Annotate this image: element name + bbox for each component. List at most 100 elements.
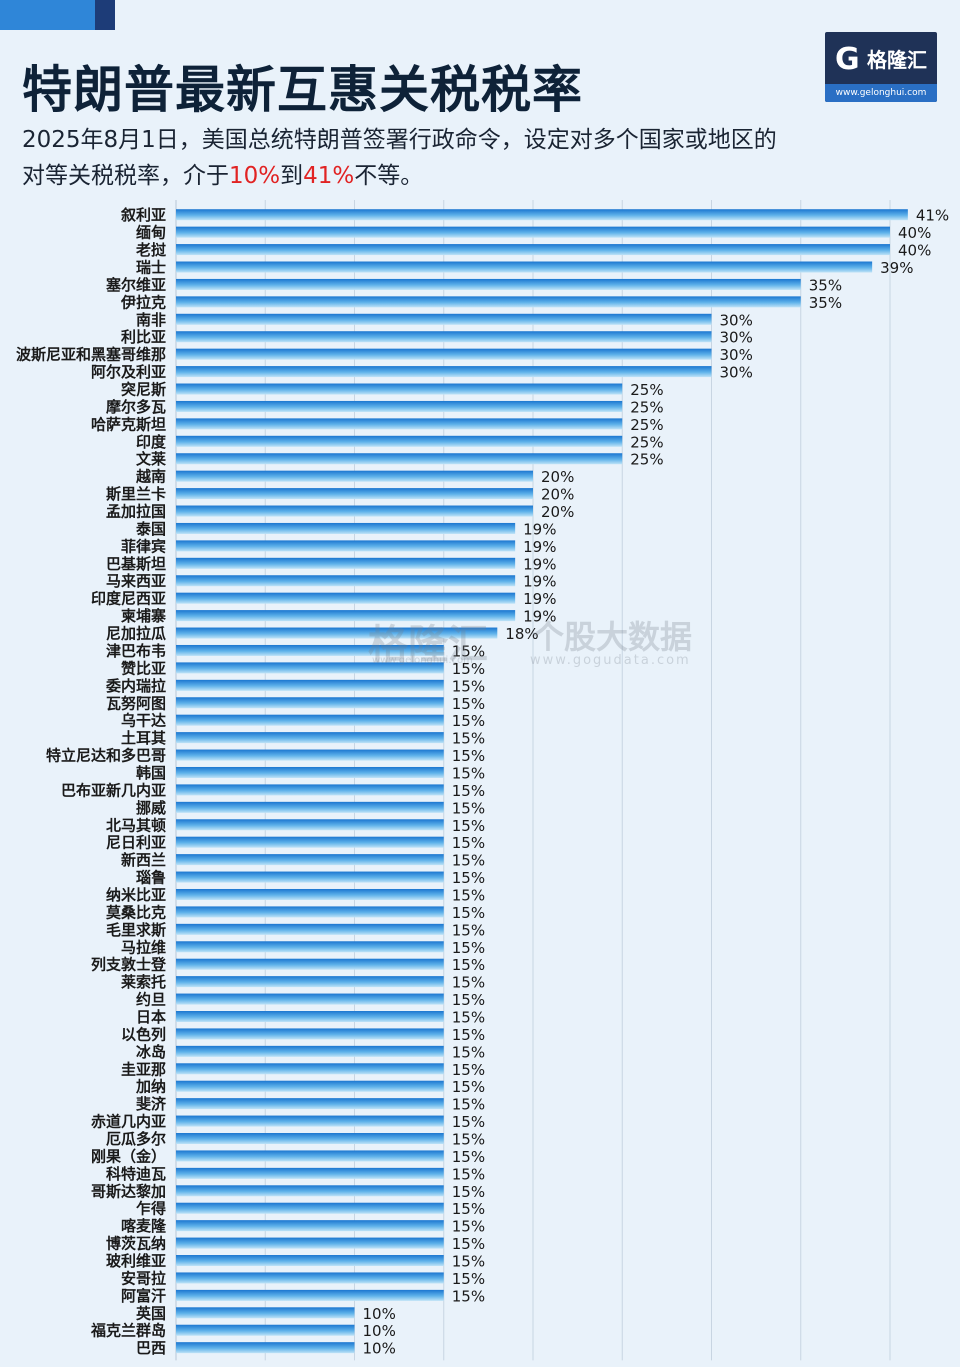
value-label: 25% (630, 433, 663, 451)
category-label: 赤道几内亚 (91, 1113, 166, 1131)
bar (176, 592, 516, 604)
bar (176, 366, 712, 378)
bar (176, 1324, 355, 1336)
category-label: 瓦努阿图 (106, 694, 166, 712)
value-label: 15% (452, 921, 485, 939)
bar (176, 453, 623, 465)
bar (176, 871, 444, 883)
category-label: 尼日利亚 (106, 834, 166, 852)
category-label: 刚果（金） (91, 1147, 166, 1165)
category-label: 毛里求斯 (106, 921, 166, 939)
bar (176, 714, 444, 726)
value-label: 30% (720, 329, 753, 347)
category-label: 瑞士 (136, 259, 166, 277)
value-label: 20% (541, 503, 574, 521)
category-label: 安哥拉 (121, 1269, 166, 1287)
category-label: 缅甸 (136, 224, 166, 242)
category-label: 冰岛 (136, 1043, 166, 1061)
value-label: 15% (452, 904, 485, 922)
category-label: 莫桑比克 (106, 903, 166, 921)
bar (176, 679, 444, 691)
bar (176, 1010, 444, 1022)
category-label: 印度 (136, 433, 167, 451)
value-label: 15% (452, 1113, 485, 1131)
category-label: 乌干达 (121, 712, 166, 730)
category-label: 南非 (136, 311, 166, 329)
value-label: 15% (452, 782, 485, 800)
category-label: 纳米比亚 (106, 886, 166, 904)
category-label: 柬埔寨 (121, 607, 166, 625)
value-label: 15% (452, 1008, 485, 1026)
bar (176, 540, 516, 552)
category-label: 越南 (135, 468, 166, 486)
value-label: 15% (452, 817, 485, 835)
bar (176, 888, 444, 900)
value-label: 25% (630, 416, 663, 434)
category-label: 老挝 (135, 241, 167, 259)
description-line-2: 对等关税税率，介于10%到41%不等。 (22, 158, 922, 194)
bar (176, 383, 623, 395)
bar (176, 278, 801, 290)
bar (176, 244, 890, 256)
description-pre: 对等关税税率，介于 (22, 163, 229, 189)
page-title: 特朗普最新互惠关税税率 (22, 61, 583, 119)
category-label: 喀麦隆 (121, 1217, 167, 1235)
bar (176, 1289, 444, 1301)
category-label: 福克兰群岛 (90, 1322, 166, 1340)
category-label: 英国 (136, 1304, 166, 1322)
bar (176, 470, 533, 482)
category-label: 突尼斯 (121, 381, 166, 399)
bar (176, 1185, 444, 1197)
value-label: 40% (898, 242, 931, 260)
bar (176, 557, 516, 569)
logo-name: 格隆汇 (867, 48, 927, 72)
bar (176, 505, 533, 517)
category-label: 阿尔及利亚 (91, 363, 166, 381)
value-label: 19% (523, 590, 556, 608)
value-label: 15% (452, 1218, 485, 1236)
category-label: 瑙鲁 (136, 869, 166, 887)
value-label: 15% (452, 1183, 485, 1201)
category-label: 巴布亚新几内亚 (61, 781, 166, 799)
category-label: 阿富汗 (121, 1287, 166, 1305)
value-label: 30% (720, 346, 753, 364)
category-label: 日本 (136, 1008, 166, 1026)
value-label: 25% (630, 398, 663, 416)
value-label: 15% (452, 1043, 485, 1061)
category-label: 土耳其 (121, 729, 166, 747)
bar (176, 749, 444, 761)
bar (176, 784, 444, 796)
bar (176, 522, 516, 534)
category-label: 圭亚那 (121, 1060, 166, 1078)
logo-mark: G (835, 42, 860, 77)
bar (176, 958, 444, 970)
category-label: 科特迪瓦 (106, 1165, 166, 1183)
value-label: 15% (452, 677, 485, 695)
value-label: 15% (452, 712, 485, 730)
bar (176, 226, 890, 238)
value-label: 25% (630, 381, 663, 399)
value-label: 15% (452, 695, 485, 713)
category-label: 马来西亚 (106, 572, 166, 590)
value-label: 15% (452, 730, 485, 748)
bar (176, 1237, 444, 1249)
category-label: 斐济 (136, 1095, 167, 1113)
category-label: 利比亚 (121, 328, 166, 346)
value-label: 19% (523, 555, 556, 573)
value-label: 18% (505, 625, 538, 643)
category-label: 新西兰 (121, 851, 166, 869)
value-label: 20% (541, 468, 574, 486)
category-label: 斯里兰卡 (106, 485, 166, 503)
category-label: 尼加拉瓜 (106, 625, 166, 643)
category-label: 玻利维亚 (106, 1252, 166, 1270)
bar (176, 941, 444, 953)
category-label: 印度尼西亚 (91, 590, 166, 608)
value-label: 15% (452, 1200, 485, 1218)
value-labels: 41%40%40%39%35%35%30%30%30%30%25%25%25%2… (363, 207, 950, 1358)
value-label: 10% (363, 1340, 396, 1358)
value-label: 15% (452, 642, 485, 660)
value-label: 19% (523, 538, 556, 556)
category-label: 列支敦士登 (91, 956, 167, 974)
value-label: 19% (523, 520, 556, 538)
value-label: 35% (809, 276, 842, 294)
